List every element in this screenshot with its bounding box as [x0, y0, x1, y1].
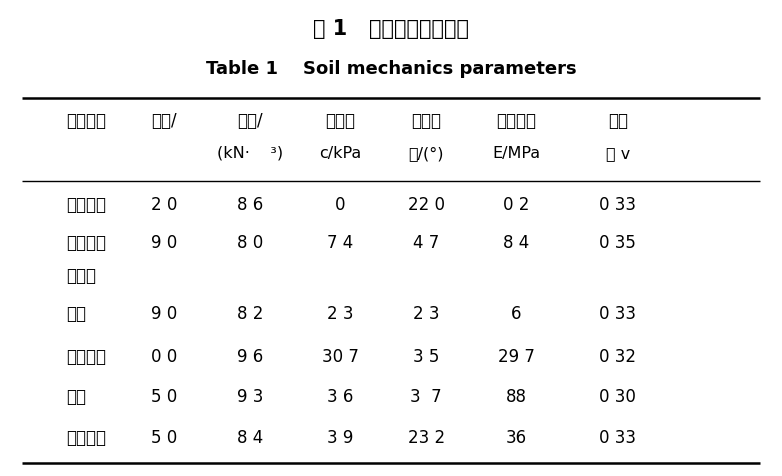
Text: 淤泥质粉: 淤泥质粉	[66, 234, 106, 252]
Text: 0 33: 0 33	[599, 305, 637, 323]
Text: 粉砂: 粉砂	[66, 388, 87, 407]
Text: 9 0: 9 0	[151, 305, 178, 323]
Text: 土层名称: 土层名称	[66, 112, 106, 130]
Text: 内摩擦: 内摩擦	[411, 112, 441, 130]
Text: 2 3: 2 3	[327, 305, 353, 323]
Text: 0 30: 0 30	[599, 388, 637, 407]
Text: 3 9: 3 9	[327, 429, 353, 447]
Text: 36: 36	[505, 429, 527, 447]
Text: 8 4: 8 4	[237, 429, 264, 447]
Text: 7 4: 7 4	[327, 234, 353, 252]
Text: 9 0: 9 0	[151, 234, 178, 252]
Text: E/MPa: E/MPa	[492, 146, 540, 161]
Text: 2 3: 2 3	[413, 305, 439, 323]
Text: 0 0: 0 0	[151, 347, 178, 366]
Text: 粉质黏土: 粉质黏土	[66, 347, 106, 366]
Text: 2 0: 2 0	[151, 196, 178, 214]
Text: 4 7: 4 7	[413, 234, 439, 252]
Text: (kN·    ³): (kN· ³)	[217, 146, 283, 161]
Text: 人工填土: 人工填土	[66, 196, 106, 214]
Text: 0 33: 0 33	[599, 196, 637, 214]
Text: 质黏土: 质黏土	[66, 267, 96, 285]
Text: 22 0: 22 0	[407, 196, 445, 214]
Text: 3  7: 3 7	[411, 388, 442, 407]
Text: 8 6: 8 6	[237, 196, 264, 214]
Text: 0: 0	[335, 196, 346, 214]
Text: 比 v: 比 v	[605, 146, 630, 161]
Text: 8 4: 8 4	[503, 234, 529, 252]
Text: 88: 88	[506, 388, 526, 407]
Text: 9 3: 9 3	[237, 388, 264, 407]
Text: 黏土: 黏土	[66, 305, 87, 323]
Text: 泊松: 泊松	[608, 112, 628, 130]
Text: 粉质黏土: 粉质黏土	[66, 429, 106, 447]
Text: 厚度/: 厚度/	[152, 112, 177, 130]
Text: 5 0: 5 0	[151, 429, 178, 447]
Text: 表 1   土层力学参数指标: 表 1 土层力学参数指标	[313, 19, 469, 39]
Text: 23 2: 23 2	[407, 429, 445, 447]
Text: 容重/: 容重/	[238, 112, 263, 130]
Text: 0 2: 0 2	[503, 196, 529, 214]
Text: 8 0: 8 0	[237, 234, 264, 252]
Text: 8 2: 8 2	[237, 305, 264, 323]
Text: 0 35: 0 35	[599, 234, 637, 252]
Text: 30 7: 30 7	[321, 347, 359, 366]
Text: 0 33: 0 33	[599, 429, 637, 447]
Text: 9 6: 9 6	[237, 347, 264, 366]
Text: 3 6: 3 6	[327, 388, 353, 407]
Text: 0 32: 0 32	[599, 347, 637, 366]
Text: 3 5: 3 5	[413, 347, 439, 366]
Text: 29 7: 29 7	[497, 347, 535, 366]
Text: 6: 6	[511, 305, 522, 323]
Text: 黏聚力: 黏聚力	[325, 112, 355, 130]
Text: 5 0: 5 0	[151, 388, 178, 407]
Text: Table 1    Soil mechanics parameters: Table 1 Soil mechanics parameters	[206, 60, 576, 78]
Text: 角/(°): 角/(°)	[408, 146, 444, 161]
Text: c/kPa: c/kPa	[319, 146, 361, 161]
Text: 弹性模量: 弹性模量	[496, 112, 536, 130]
